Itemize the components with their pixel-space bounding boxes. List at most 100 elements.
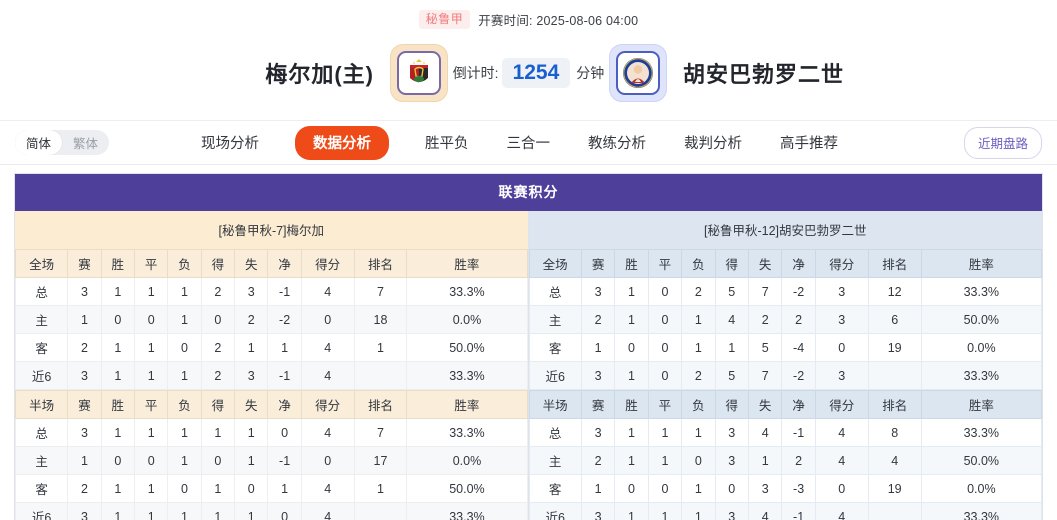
away-team-name: 胡安巴勃罗二世 <box>683 62 845 87</box>
tab-referee-analysis[interactable]: 裁判分析 <box>684 136 743 152</box>
cell-draw: 0 <box>647 305 683 334</box>
cell-win: 0 <box>614 333 649 362</box>
tab-expert-picks[interactable]: 高手推荐 <box>780 136 839 152</box>
cell-win: 0 <box>614 474 649 503</box>
cell-goals-for: 5 <box>714 277 749 306</box>
cell-goal-diff: -2 <box>267 305 302 334</box>
home-standings-caption: [秘鲁甲秋-7]梅尔加 <box>15 211 528 249</box>
cell-goals-against: 3 <box>747 474 783 503</box>
col-win: 胜 <box>100 390 135 419</box>
countdown-label: 倒计时: <box>452 65 499 81</box>
cell-played: 1 <box>580 333 616 362</box>
col-goals-against: 失 <box>234 249 269 278</box>
col-win-rate: 胜率 <box>920 390 1043 419</box>
table-row: 主 2 1 1 0 3 1 2 4 4 50.0% <box>528 446 1043 475</box>
recent-odds-button[interactable]: 近期盘路 <box>963 126 1042 159</box>
cell-played: 2 <box>67 474 102 503</box>
cell-goal-diff: -1 <box>267 361 302 390</box>
cell-goal-diff: 2 <box>781 305 816 334</box>
cell-goal-diff: -1 <box>781 418 816 447</box>
cell-win: 1 <box>100 502 135 520</box>
col-goals-against: 失 <box>234 390 269 419</box>
cell-goals-for: 1 <box>200 418 236 447</box>
cell-loss: 1 <box>681 502 716 520</box>
col-loss: 负 <box>167 390 202 419</box>
cell-win: 1 <box>614 305 649 334</box>
cell-win-rate: 50.0% <box>920 305 1043 334</box>
col-draw: 平 <box>647 249 683 278</box>
cell-win-rate: 50.0% <box>406 333 528 362</box>
cell-draw: 1 <box>133 333 169 362</box>
cell-loss: 1 <box>167 418 202 447</box>
row-label: 总 <box>528 277 582 306</box>
home-team[interactable]: 梅尔加(主) <box>28 44 448 102</box>
cell-win-rate: 33.3% <box>406 361 528 390</box>
col-scope: 半场 <box>14 390 69 419</box>
row-label: 客 <box>528 474 582 503</box>
countdown: 倒计时: 1254 分钟 <box>448 58 609 88</box>
col-scope: 全场 <box>14 249 69 278</box>
cell-loss: 1 <box>167 277 202 306</box>
tab-three-in-one[interactable]: 三合一 <box>506 136 551 152</box>
table-row: 近6 3 1 1 1 3 4 -1 4 33.3% <box>528 502 1043 520</box>
cell-goals-for: 0 <box>200 446 236 475</box>
cell-goal-diff: 1 <box>267 474 302 503</box>
cell-draw: 0 <box>647 361 683 390</box>
cell-win-rate: 0.0% <box>406 305 528 334</box>
col-goal-diff: 净 <box>781 249 816 278</box>
kickoff-time: 开赛时间: 2025-08-06 04:00 <box>478 14 639 28</box>
lang-option-simplified[interactable]: 简体 <box>15 130 63 155</box>
col-rank: 排名 <box>867 249 922 278</box>
table-header-row: 半场 赛 胜 平 负 得 失 净 得分 排名 胜率 <box>14 390 528 419</box>
cell-goals-against: 1 <box>234 333 269 362</box>
col-win-rate: 胜率 <box>406 390 528 419</box>
cell-loss: 2 <box>681 277 716 306</box>
language-toggle[interactable]: 简体 繁体 <box>15 130 110 155</box>
cell-played: 1 <box>67 305 102 334</box>
cell-goals-against: 1 <box>234 418 269 447</box>
cell-points: 0 <box>814 333 869 362</box>
cell-win: 1 <box>614 361 649 390</box>
cell-goal-diff: 1 <box>267 333 302 362</box>
cell-points: 0 <box>814 474 869 503</box>
cell-draw: 0 <box>647 333 683 362</box>
row-label: 客 <box>528 333 582 362</box>
table-row: 客 1 0 0 1 0 3 -3 0 19 0.0% <box>528 474 1043 503</box>
table-row: 客 1 0 0 1 1 5 -4 0 19 0.0% <box>528 333 1043 362</box>
cell-loss: 1 <box>167 502 202 520</box>
col-goals-for: 得 <box>200 249 236 278</box>
table-row: 主 1 0 0 1 0 2 -2 0 18 0.0% <box>14 305 528 334</box>
cell-points: 4 <box>300 277 355 306</box>
row-label: 总 <box>528 418 582 447</box>
cell-goals-against: 1 <box>234 446 269 475</box>
cell-points: 0 <box>300 305 355 334</box>
col-win: 胜 <box>614 249 649 278</box>
col-draw: 平 <box>133 249 169 278</box>
col-win: 胜 <box>100 249 135 278</box>
row-label: 近6 <box>14 361 69 390</box>
cell-loss: 1 <box>681 474 716 503</box>
cell-goal-diff: 0 <box>267 502 302 520</box>
cell-goal-diff: 0 <box>267 418 302 447</box>
cell-draw: 1 <box>647 502 683 520</box>
cell-goals-against: 2 <box>234 305 269 334</box>
cell-goal-diff: -1 <box>781 502 816 520</box>
tab-win-draw-loss[interactable]: 胜平负 <box>425 136 469 152</box>
cell-goals-for: 3 <box>714 502 749 520</box>
cell-loss: 1 <box>681 305 716 334</box>
table-row: 主 1 0 0 1 0 1 -1 0 17 0.0% <box>14 446 528 475</box>
lang-option-traditional[interactable]: 繁体 <box>73 137 99 151</box>
cell-goals-against: 2 <box>747 305 783 334</box>
tab-coach-analysis[interactable]: 教练分析 <box>588 136 647 152</box>
melgar-crest-icon <box>397 51 441 95</box>
cell-played: 3 <box>67 277 102 306</box>
tab-data-analysis[interactable]: 数据分析 <box>295 125 390 160</box>
table-row: 总 3 1 1 1 1 1 0 4 7 33.3% <box>14 418 528 447</box>
tab-live-analysis[interactable]: 现场分析 <box>201 136 260 152</box>
cell-goals-against: 7 <box>747 361 783 390</box>
away-team[interactable]: 胡安巴勃罗二世 <box>609 44 1029 102</box>
cell-goal-diff: -4 <box>781 333 816 362</box>
home-fulltime-table: 全场 赛 胜 平 负 得 失 净 得分 排名 胜率 总 3 1 <box>14 249 528 390</box>
cell-loss: 1 <box>167 446 202 475</box>
cell-goals-for: 2 <box>200 361 236 390</box>
